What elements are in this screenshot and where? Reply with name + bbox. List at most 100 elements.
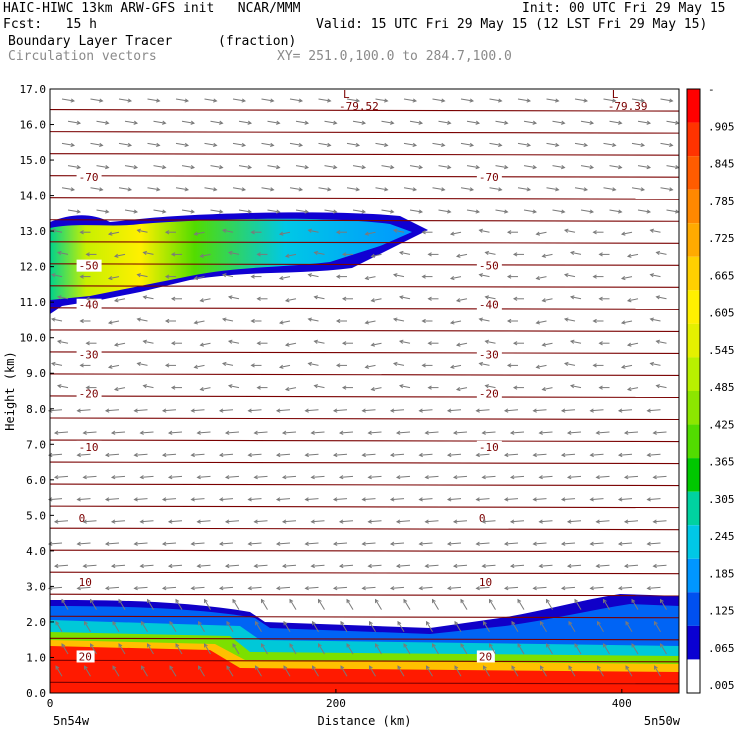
wind-vector-head xyxy=(623,430,629,435)
wind-vector xyxy=(426,621,433,633)
wind-vector-head xyxy=(504,120,509,125)
wind-vector-head xyxy=(256,341,261,346)
wind-vector-head xyxy=(361,408,366,413)
isotherm-label: 20 xyxy=(79,650,92,663)
wind-vector-head xyxy=(247,209,253,214)
wind-vector xyxy=(650,362,661,366)
wind-vector-head xyxy=(653,620,658,626)
wind-vector-head xyxy=(85,296,90,301)
wind-vector-head xyxy=(256,385,261,390)
wind-vector-head xyxy=(317,643,322,648)
wind-vector xyxy=(175,599,183,610)
wind-vector xyxy=(432,98,445,102)
wind-vector-head xyxy=(412,187,418,192)
wind-vector xyxy=(96,209,109,213)
wind-vector xyxy=(289,142,303,146)
wind-vector-head xyxy=(284,298,290,303)
wind-vector-head xyxy=(227,250,233,256)
wind-vector xyxy=(362,453,376,456)
wind-vector xyxy=(153,165,166,169)
wind-vector xyxy=(666,165,679,169)
wind-vector xyxy=(590,586,604,589)
wind-vector xyxy=(476,542,490,545)
wind-vector-head xyxy=(199,298,204,303)
wind-vector-head xyxy=(53,563,59,569)
wind-vector-head xyxy=(298,187,304,192)
wind-vector xyxy=(232,599,240,610)
wind-vector-head xyxy=(566,519,572,524)
wind-vector xyxy=(141,665,148,677)
wind-vector-head xyxy=(184,142,190,148)
wind-vector xyxy=(83,564,97,567)
wind-vector xyxy=(654,621,661,633)
wind-vector xyxy=(324,120,337,124)
wind-vector xyxy=(276,453,291,456)
wind-vector-head xyxy=(161,452,167,458)
wind-vector-head xyxy=(526,98,532,103)
wind-vector-head xyxy=(260,598,265,604)
wind-vector-head xyxy=(313,384,318,389)
wind-vector-head xyxy=(512,252,518,257)
x-tick-label: 200 xyxy=(326,697,346,710)
wind-vector-head xyxy=(555,98,560,103)
colorbar-swatch xyxy=(687,357,700,391)
wind-vector-head xyxy=(113,253,119,258)
wind-vector-head xyxy=(283,665,288,670)
wind-vector-head xyxy=(61,643,66,648)
isotherm-line xyxy=(49,681,680,685)
wind-vector-head xyxy=(504,209,509,214)
wind-vector xyxy=(57,385,69,389)
wind-vector xyxy=(61,142,75,146)
x-tick-label: 400 xyxy=(612,697,632,710)
wind-vector xyxy=(276,498,291,501)
wind-vector-head xyxy=(617,586,623,591)
wind-vector xyxy=(603,98,616,102)
colorbar-label: .185 xyxy=(708,567,735,580)
wind-vector xyxy=(517,599,525,610)
isotherm-line xyxy=(49,593,680,597)
wind-vector-head xyxy=(104,497,110,502)
wind-vector xyxy=(647,542,661,545)
wind-vector xyxy=(90,187,103,191)
isotherm-line xyxy=(49,373,680,376)
wind-vector-head xyxy=(482,665,487,670)
wind-vector xyxy=(409,165,423,169)
wind-vector xyxy=(396,564,411,567)
wind-vector-head xyxy=(418,541,423,546)
wind-vector-head xyxy=(384,142,389,148)
wind-vector-head xyxy=(218,452,224,458)
wind-vector xyxy=(314,296,325,300)
colorbar-swatch xyxy=(687,558,700,593)
wind-vector-head xyxy=(133,165,139,170)
wind-vector xyxy=(666,209,679,213)
colorbar-swatch xyxy=(687,189,700,224)
wind-vector-head xyxy=(596,665,601,670)
wind-vector-head xyxy=(509,519,515,524)
wind-vector xyxy=(656,251,667,255)
wind-vector-head xyxy=(532,120,538,125)
wind-vector-head xyxy=(190,408,195,413)
wind-vector-head xyxy=(89,643,94,648)
wind-vector-head xyxy=(620,320,626,325)
wind-vector xyxy=(609,120,622,124)
wind-vector-head xyxy=(307,228,312,233)
wind-vector-head xyxy=(583,98,589,103)
wind-vector xyxy=(485,296,496,300)
wind-vector xyxy=(656,340,667,344)
wind-vector xyxy=(228,340,240,344)
wind-vector xyxy=(308,318,319,322)
isotherm-label-bg xyxy=(476,348,502,361)
wind-vector xyxy=(143,251,154,255)
wind-vector-head xyxy=(224,430,230,435)
wind-vector-head xyxy=(361,541,366,546)
wind-vector xyxy=(627,387,639,391)
wind-vector xyxy=(255,665,262,677)
wind-vector xyxy=(570,251,582,255)
y-tick-label: 5.0 xyxy=(26,509,46,522)
wind-vector-head xyxy=(190,120,196,125)
wind-vector-head xyxy=(620,364,626,369)
wind-vector-head xyxy=(190,586,195,591)
colorbar-label: .065 xyxy=(708,642,735,655)
wind-vector-head xyxy=(596,620,601,626)
wind-vector-head xyxy=(395,563,401,569)
